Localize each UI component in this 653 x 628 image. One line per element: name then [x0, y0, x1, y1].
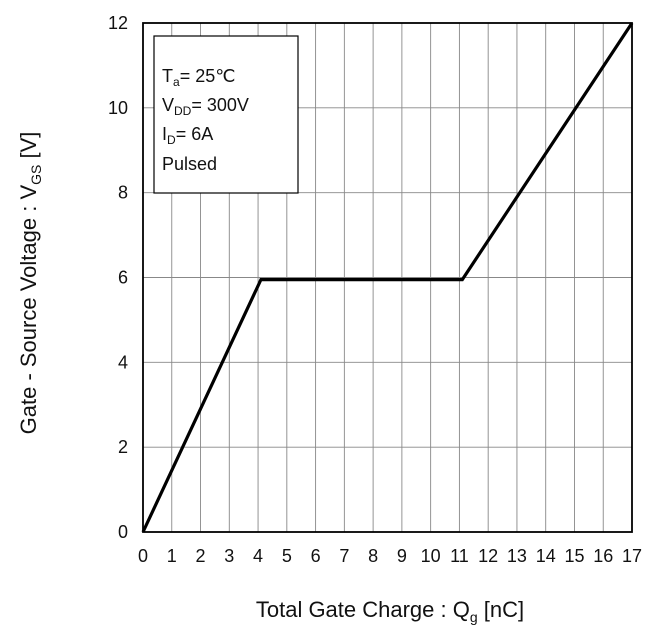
id-symbol: I	[162, 124, 167, 144]
x-tick-label: 6	[311, 546, 321, 566]
y-axis-title: Gate - Source Voltage : VGS [V]	[16, 132, 44, 435]
y-tick-label: 0	[118, 522, 128, 542]
y-tick-label: 10	[108, 98, 128, 118]
plot-frame	[142, 22, 633, 533]
x-tick-label: 0	[138, 546, 148, 566]
x-axis-title-main: Total Gate Charge : Q	[256, 597, 470, 622]
y-tick-label: 8	[118, 183, 128, 203]
y-axis-title-subscript: GS	[28, 165, 44, 185]
x-tick-label: 10	[421, 546, 441, 566]
x-tick-label: 14	[536, 546, 556, 566]
legend-line-id: ID= 6A	[162, 124, 213, 147]
y-tick-label: 2	[118, 437, 128, 457]
y-tick-label: 6	[118, 268, 128, 288]
ta-subscript: a	[173, 75, 180, 89]
id-value: = 6A	[176, 124, 214, 144]
grid-layer	[143, 23, 632, 532]
condition-legend: Ta= 25℃ VDD= 300V ID= 6A Pulsed	[153, 35, 299, 194]
id-subscript: D	[167, 133, 176, 147]
ta-symbol: T	[162, 66, 173, 86]
x-tick-label: 16	[593, 546, 613, 566]
x-tick-label: 2	[196, 546, 206, 566]
legend-box	[153, 35, 299, 194]
x-axis-title-subscript: g	[470, 609, 478, 625]
x-axis-title-unit: [nC]	[478, 597, 524, 622]
x-tick-label: 12	[478, 546, 498, 566]
x-tick-labels: 0 1 2 3 4 5 6 7 8 9 10 11 12 13 14 15 16 17	[138, 546, 642, 566]
vdd-value: = 300V	[191, 95, 249, 115]
x-tick-label: 17	[622, 546, 642, 566]
x-tick-label: 15	[564, 546, 584, 566]
legend-line-ta: Ta= 25℃	[162, 66, 235, 89]
vdd-symbol: V	[162, 95, 174, 115]
x-axis-title: Total Gate Charge : Qg [nC]	[256, 597, 524, 625]
x-tick-label: 8	[368, 546, 378, 566]
x-tick-label: 7	[339, 546, 349, 566]
legend-line-mode: Pulsed	[162, 154, 217, 174]
x-tick-label: 1	[167, 546, 177, 566]
x-tick-label: 4	[253, 546, 263, 566]
x-tick-label: 5	[282, 546, 292, 566]
gate-voltage-series-line	[141, 22, 634, 533]
y-axis-title-main: Gate - Source Voltage : V	[16, 185, 41, 435]
vdd-subscript: DD	[174, 104, 192, 118]
y-tick-label: 12	[108, 13, 128, 33]
x-tick-label: 9	[397, 546, 407, 566]
x-tick-label: 11	[450, 546, 469, 566]
legend-line-vdd: VDD= 300V	[162, 95, 249, 118]
x-tick-label: 3	[224, 546, 234, 566]
x-tick-label: 13	[507, 546, 527, 566]
y-tick-labels: 0 2 4 6 8 10 12	[108, 13, 128, 542]
y-axis-title-unit: [V]	[16, 132, 41, 165]
y-tick-label: 4	[118, 352, 128, 372]
ta-value: = 25℃	[180, 66, 236, 86]
